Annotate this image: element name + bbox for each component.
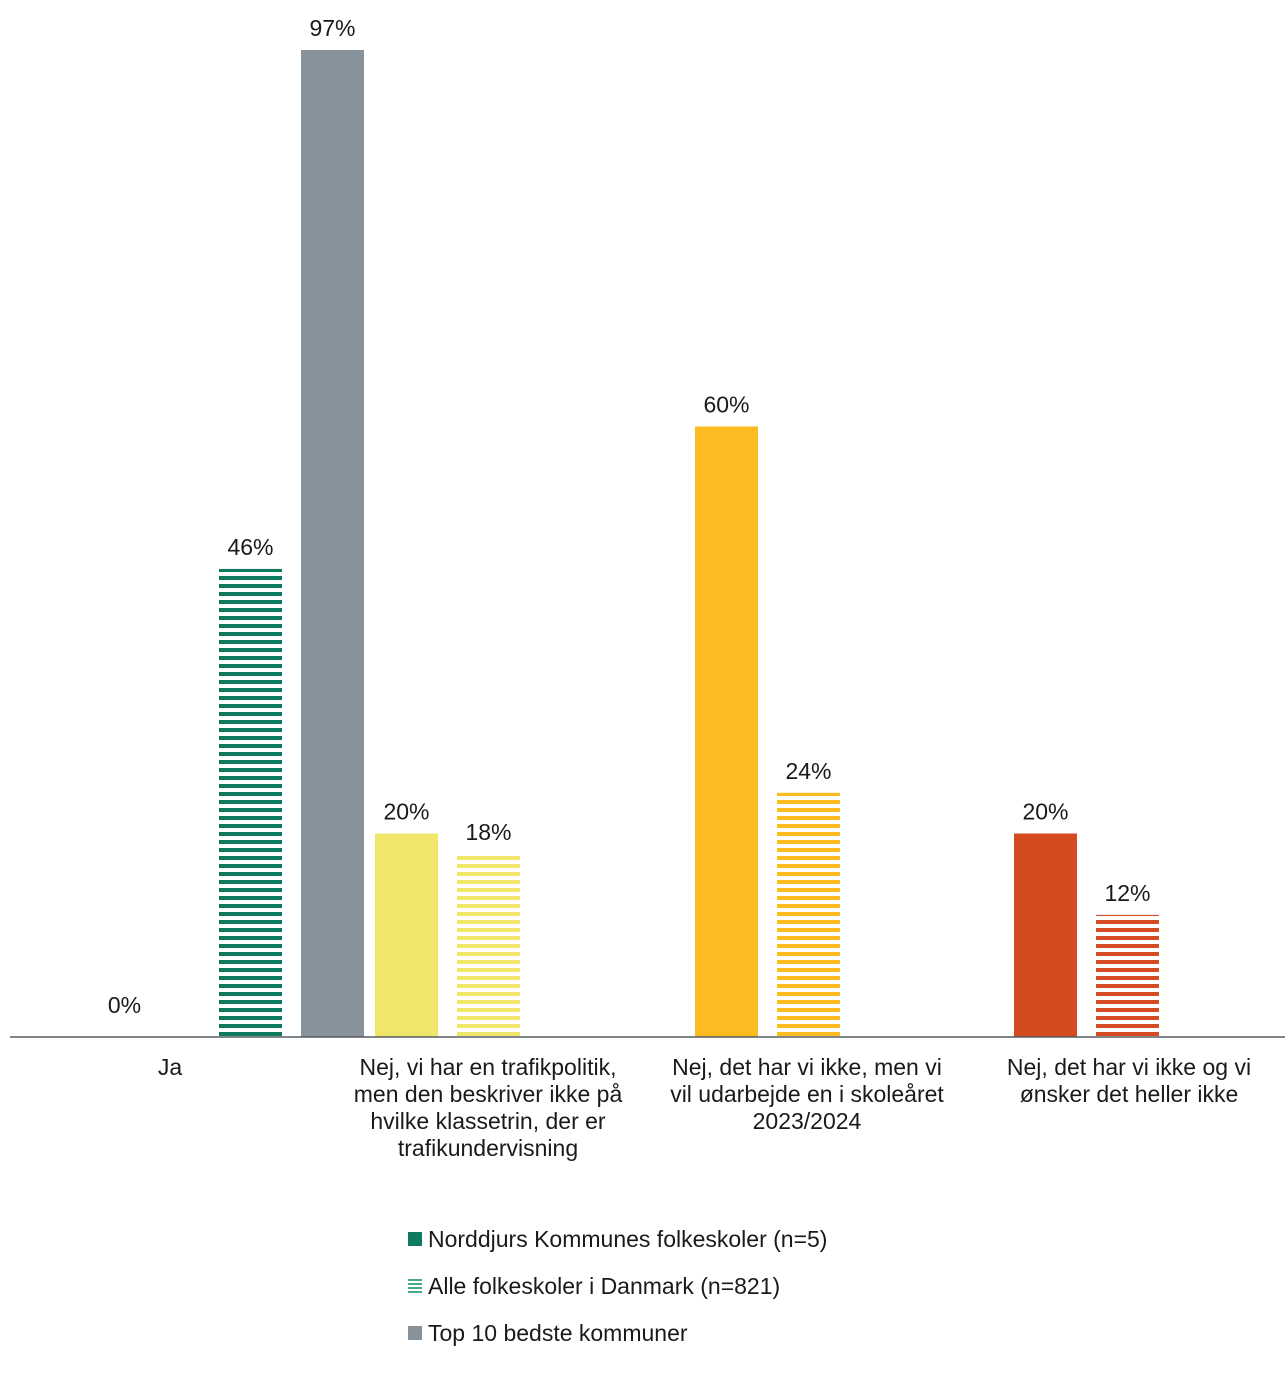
category-label-nej-udarbejde: Nej, det har vi ikke, men vi vil udarbejd…: [642, 1054, 972, 1135]
category-label-line: Nej, vi har en trafikpolitik,: [359, 1054, 617, 1080]
value-label-nej-trafikpolitik-series-1: 20%: [383, 798, 429, 824]
value-label-ja-series-3: 97%: [309, 15, 355, 41]
category-label-line: vil udarbejde en i skoleåret: [670, 1081, 944, 1107]
category-label-ja: Ja: [5, 1054, 335, 1081]
bar-nej-oensker-ikke-series-1: [1014, 833, 1077, 1037]
bar-nej-oensker-ikke-series-2: [1096, 914, 1159, 1037]
category-label-line: hvilke klassetrin, der er: [370, 1108, 606, 1134]
bars-group: [219, 50, 1159, 1038]
legend-swatch-norddjurs: [408, 1232, 422, 1246]
bar-ja-series-2: [219, 568, 282, 1037]
value-label-nej-udarbejde-series-2: 24%: [785, 758, 831, 784]
legend-label-alle-folkeskoler: Alle folkeskoler i Danmark (n=821): [428, 1273, 781, 1299]
category-label-line: 2023/2024: [752, 1108, 862, 1134]
value-label-ja-series-2: 46%: [227, 534, 273, 560]
legend-label-norddjurs: Norddjurs Kommunes folkeskoler (n=5): [428, 1226, 828, 1252]
category-label-line: ønsker det heller ikke: [1019, 1081, 1239, 1107]
bar-nej-udarbejde-series-2: [777, 792, 840, 1037]
category-label-line: Nej, det har vi ikke, men vi: [672, 1054, 942, 1080]
legend-swatch-top10: [408, 1326, 422, 1340]
bar-nej-trafikpolitik-series-1: [375, 833, 438, 1037]
legend-label-top10: Top 10 bedste kommuner: [428, 1320, 688, 1346]
bar-ja-series-3: [301, 50, 364, 1037]
value-label-nej-oensker-ikke-series-2: 12%: [1104, 880, 1150, 906]
bar-nej-trafikpolitik-series-2: [457, 853, 520, 1037]
category-label-nej-oensker-ikke: Nej, det har vi ikke og vi ønsker det hel…: [964, 1054, 1285, 1108]
category-label-line: Nej, det har vi ikke og vi: [1006, 1054, 1252, 1080]
category-label-line: men den beskriver ikke på: [353, 1081, 623, 1107]
value-label-nej-oensker-ikke-series-1: 20%: [1022, 798, 1068, 824]
bar-nej-udarbejde-series-1: [695, 426, 758, 1038]
legend-swatch-alle-folkeskoler: [408, 1279, 422, 1293]
category-label-line: Ja: [157, 1054, 183, 1080]
category-label-line: trafikundervisning: [397, 1135, 579, 1161]
value-label-nej-udarbejde-series-1: 60%: [703, 391, 749, 417]
category-label-nej-trafikpolitik: Nej, vi har en trafikpolitik, men den bes…: [323, 1054, 653, 1162]
value-label-nej-trafikpolitik-series-2: 18%: [465, 819, 511, 845]
value-label-ja-series-1: 0%: [108, 992, 141, 1018]
value-labels-group: 0% 46% 97% 20% 18% 60% 24% 20% 12%: [108, 15, 1151, 1018]
